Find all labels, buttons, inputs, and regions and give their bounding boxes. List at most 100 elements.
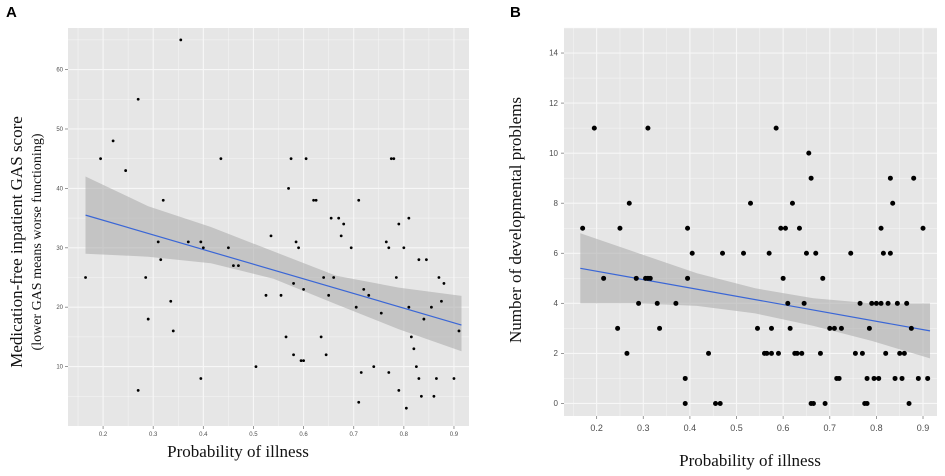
panel-b-x-axis-title: Probability of illness — [679, 451, 821, 470]
panel-a-data-point — [419, 394, 423, 398]
panel-b-x-tick-label: 0.8 — [870, 423, 883, 433]
panel-b-data-point — [883, 350, 889, 356]
panel-a-data-point — [227, 246, 230, 250]
panel-b-data-point — [817, 350, 823, 356]
panel-a-data-point — [289, 157, 293, 161]
panel-a-data-point — [156, 240, 160, 244]
panel-b-data-point — [852, 350, 858, 356]
panel-b-y-tick-label: 10 — [549, 149, 558, 158]
panel-b-data-point — [706, 350, 712, 356]
panel-b-x-tick-label: 0.9 — [917, 423, 930, 433]
panel-b-data-point — [673, 300, 679, 306]
panel-a-data-point — [457, 329, 461, 333]
panel-b-x-tick-label: 0.5 — [730, 423, 743, 433]
panel-b-y-ticks: 0 2 4 6 8 10 12 14 — [549, 49, 564, 408]
panel-b-data-point — [892, 375, 898, 381]
panel-a-data-point — [349, 246, 353, 250]
panel-a-data-point — [171, 329, 175, 333]
panel-a-regression-line — [85, 214, 462, 326]
panel-a-x-ticks: 0.2 0.3 0.4 0.5 0.6 0.7 0.8 0.9 — [99, 426, 459, 438]
panel-a-x-tick-label: 0.6 — [299, 432, 308, 438]
panel-b-data-point — [654, 300, 660, 306]
panel-a-data-point — [422, 317, 426, 321]
panel-a: A 0.2 0.3 0.4 0.5 0.6 0.7 0.8 0.9 102030405060 … — [6, 4, 469, 461]
panel-a-data-point — [424, 258, 428, 262]
panel-b-data-point — [741, 250, 747, 256]
panel-a-data-point — [407, 305, 411, 309]
panel-b-data-point — [904, 300, 910, 306]
panel-a-x-axis-title: Probability of illness — [167, 442, 309, 461]
panel-a-data-point — [144, 276, 148, 279]
panel-b-data-point — [645, 125, 651, 131]
panel-a-data-point — [412, 347, 416, 351]
panel-b-x-tick-label: 0.4 — [684, 423, 697, 433]
panel-a-y-tick-label: 50 — [56, 127, 63, 133]
panel-a-data-point — [254, 365, 258, 368]
panel-b-data-point — [864, 375, 870, 381]
panel-b-data-point — [873, 300, 879, 306]
panel-a-data-point — [199, 240, 203, 244]
panel-b-data-point — [615, 325, 621, 331]
panel-b-data-point — [766, 250, 772, 256]
panel-b-data-point — [827, 325, 833, 331]
panel-a-data-point — [402, 246, 406, 250]
panel-a-x-tick-label: 0.8 — [400, 432, 409, 438]
panel-b-data-point — [685, 275, 691, 281]
panel-a-data-point — [201, 246, 205, 250]
panel-b-data-point — [878, 225, 884, 231]
panel-b-data-point — [885, 300, 891, 306]
panel-b-data-point — [869, 300, 875, 306]
panel-a-y-tick-label: 60 — [56, 68, 63, 74]
panel-b-data-point — [720, 250, 726, 256]
panel-b: B 0.2 0.3 0.4 0.5 0.6 0.7 0.8 0.9 0 2 4 6 8 10 12 14 P… — [506, 4, 937, 470]
panel-b-data-point — [848, 250, 854, 256]
panel-a-data-point — [237, 264, 240, 268]
panel-a-data-point — [384, 240, 388, 244]
panel-a-x-tick-label: 0.5 — [249, 432, 258, 438]
panel-a-confidence-band — [85, 176, 462, 352]
panel-a-data-point — [84, 276, 87, 279]
panel-b-data-point — [925, 375, 931, 381]
panel-a-data-point — [287, 186, 290, 190]
panel-a-data-point — [417, 377, 421, 380]
panel-b-data-point — [799, 350, 805, 356]
panel-b-data-point — [768, 325, 774, 331]
panel-b-data-point — [787, 325, 793, 331]
panel-b-data-point — [803, 250, 809, 256]
panel-a-data-point — [199, 377, 203, 380]
panel-a-data-point — [111, 139, 115, 143]
panel-a-data-point — [292, 282, 295, 285]
panel-b-data-point — [754, 325, 760, 331]
panel-a-letter: A — [6, 4, 17, 21]
panel-b-data-point — [782, 225, 788, 231]
panel-b-data-point — [633, 275, 639, 281]
panel-a-data-point — [322, 276, 326, 279]
panel-a-data-point — [409, 335, 413, 339]
panel-a-data-point — [372, 365, 376, 368]
panel-a-x-tick-label: 0.3 — [149, 432, 158, 438]
panel-b-data-point — [789, 200, 795, 206]
panel-a-data-point — [359, 371, 363, 374]
panel-a-data-point — [292, 353, 295, 357]
panel-a-data-point — [389, 157, 393, 161]
panel-b-y-tick-label: 14 — [549, 49, 558, 58]
panel-b-data-point — [901, 350, 907, 356]
panel-b-x-ticks: 0.2 0.3 0.4 0.5 0.6 0.7 0.8 0.9 — [590, 416, 929, 433]
panel-a-data-point — [169, 299, 173, 303]
panel-b-y-tick-label: 6 — [554, 249, 559, 258]
panel-b-data-point — [773, 125, 779, 131]
panel-b-data-point — [636, 300, 642, 306]
panel-b-y-tick-label: 2 — [554, 349, 559, 358]
panel-a-data-point — [392, 157, 396, 161]
panel-a-data-point — [136, 388, 140, 392]
panel-b-data-point — [857, 300, 863, 306]
panel-a-data-point — [379, 311, 383, 315]
panel-a-y-tick-label: 10 — [56, 365, 63, 371]
panel-a-data-point — [279, 293, 283, 297]
panel-b-data-point — [897, 350, 903, 356]
panel-a-data-point — [294, 240, 298, 244]
panel-b-data-point — [601, 275, 607, 281]
panel-a-data-point — [312, 198, 316, 202]
panel-a-y-tick-label: 20 — [56, 305, 63, 311]
